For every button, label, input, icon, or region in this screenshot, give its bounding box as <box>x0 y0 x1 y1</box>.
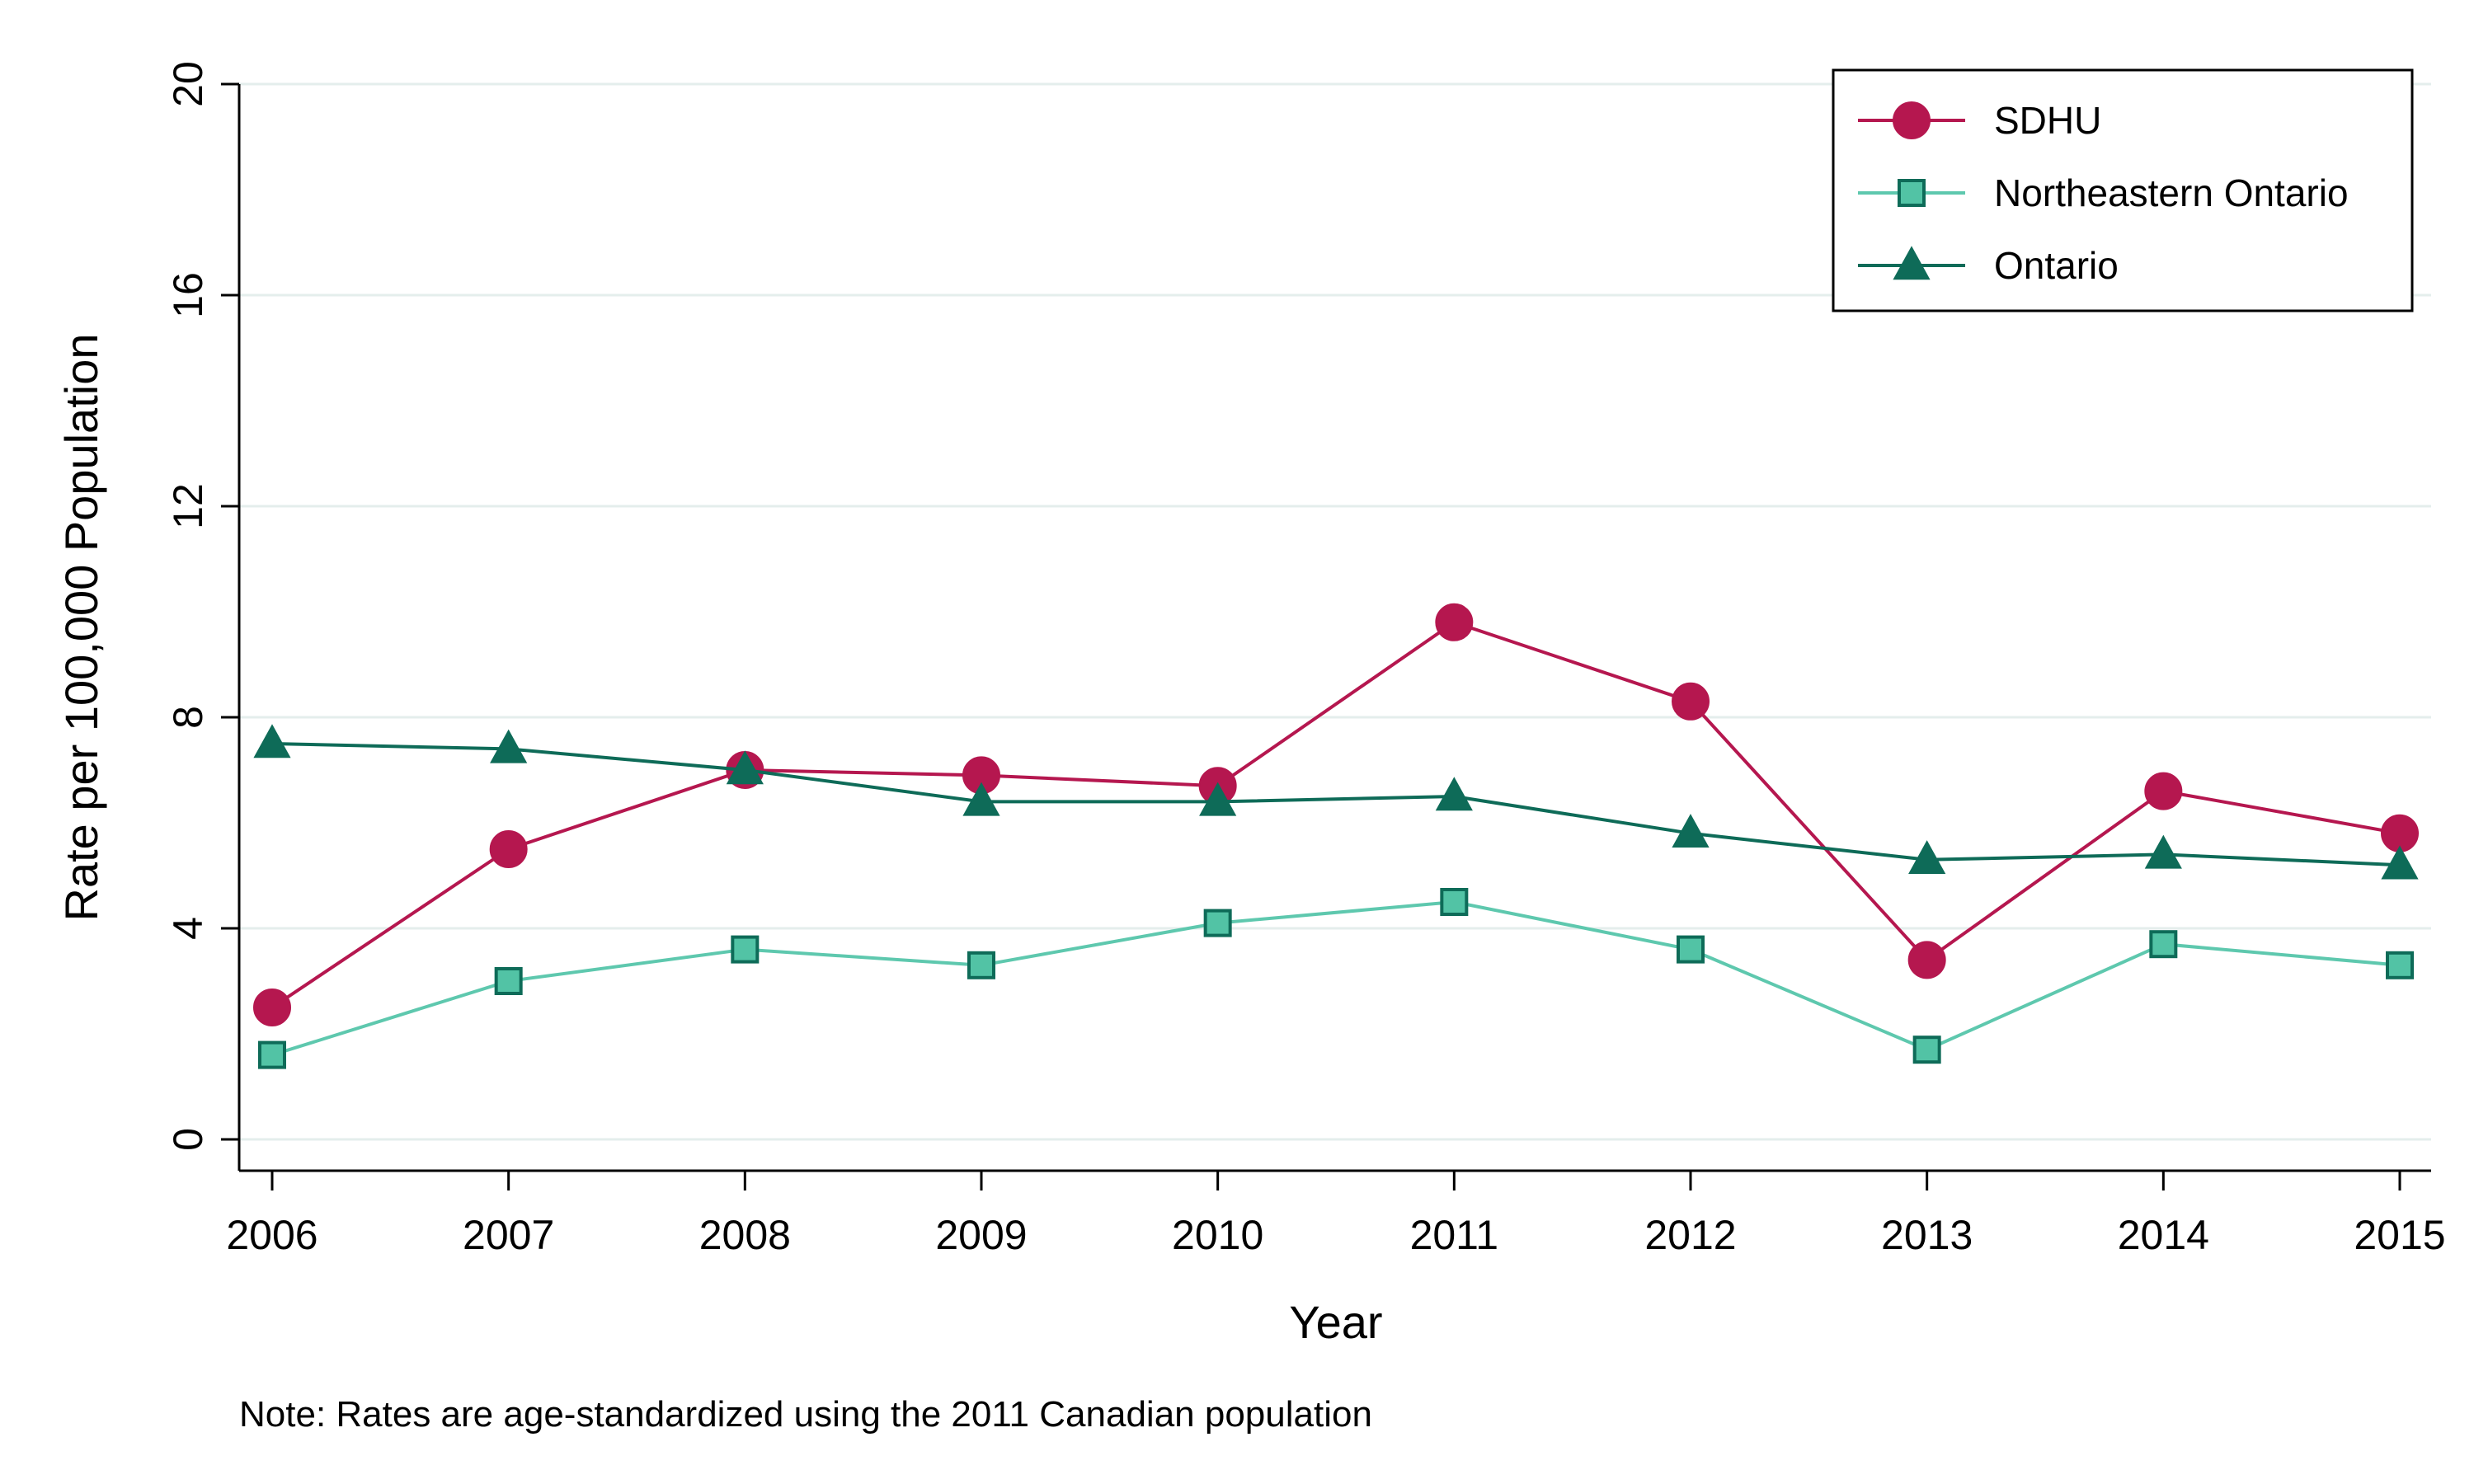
legend-label: SDHU <box>1994 99 2101 142</box>
series-circle <box>253 603 2419 1026</box>
data-point <box>253 724 291 758</box>
data-point <box>490 729 528 763</box>
legend-items: SDHU Northeastern Ontario Ontario <box>1858 99 2349 287</box>
data-point <box>1672 814 1710 848</box>
data-point <box>1440 888 1469 916</box>
legend-item: Northeastern Ontario <box>1858 171 2349 214</box>
x-tick-label: 2012 <box>1644 1212 1736 1258</box>
data-point <box>2149 930 2178 959</box>
x-axis-title: Year <box>1289 1296 1382 1348</box>
x-tick-label: 2011 <box>1410 1212 1499 1258</box>
series-triangle <box>253 724 2419 880</box>
data-point <box>258 1040 286 1069</box>
legend-label: Northeastern Ontario <box>1994 171 2349 214</box>
legend-item: SDHU <box>1858 99 2101 142</box>
gridlines <box>239 82 2431 1141</box>
y-tick-label: 20 <box>165 61 211 107</box>
series-line <box>271 899 2401 1057</box>
legend: SDHU Northeastern Ontario Ontario <box>1832 68 2414 312</box>
x-tick-label: 2015 <box>2354 1212 2445 1258</box>
legend-marker <box>1893 101 1931 139</box>
data-point <box>1908 840 1946 875</box>
y-axis-title: Rate per 100,000 Population <box>55 334 107 922</box>
data-point <box>1435 603 1474 641</box>
data-point <box>1907 941 1946 979</box>
data-point <box>1672 682 1710 721</box>
data-point <box>726 750 764 785</box>
x-axis-ticks: 2006 2007 2008 2009 2010 2011 2012 2013 2014 2015 <box>226 1171 2446 1258</box>
data-point <box>2144 834 2182 869</box>
data-point <box>253 989 291 1026</box>
x-tick-label: 2013 <box>1881 1212 1973 1258</box>
x-tick-label: 2008 <box>699 1212 791 1258</box>
y-tick-label: 12 <box>165 483 211 529</box>
data-point <box>1199 782 1237 816</box>
data-point <box>2144 772 2183 810</box>
legend-item: Ontario <box>1858 244 2119 287</box>
x-tick-label: 2010 <box>1172 1212 1263 1258</box>
data-point <box>1435 777 1473 811</box>
data-point <box>2381 845 2419 880</box>
axes <box>238 84 2431 1172</box>
x-tick-label: 2007 <box>463 1212 554 1258</box>
legend-marker <box>1893 246 1931 280</box>
data-point <box>1677 935 1705 964</box>
x-tick-label: 2009 <box>935 1212 1027 1258</box>
data-point <box>2386 951 2414 979</box>
y-tick-label: 0 <box>165 1128 211 1151</box>
series-line <box>271 742 2401 867</box>
series-line <box>270 620 2401 1009</box>
y-axis-ticks: 0 4 8 12 16 20 <box>165 61 239 1151</box>
x-tick-label: 2014 <box>2118 1212 2209 1258</box>
legend-label: Ontario <box>1994 244 2119 287</box>
data-point <box>489 830 528 868</box>
y-tick-label: 8 <box>165 706 211 729</box>
x-tick-label: 2006 <box>226 1212 317 1258</box>
legend-box <box>1832 68 2414 312</box>
data-point <box>1912 1036 1941 1064</box>
legend-marker <box>1898 179 1926 207</box>
series-lines <box>253 603 2419 1069</box>
y-tick-label: 4 <box>165 917 211 940</box>
y-tick-label: 16 <box>165 272 211 318</box>
data-point <box>494 967 523 995</box>
chart-note: Note: Rates are age-standardized using t… <box>239 1394 1372 1435</box>
data-point <box>1203 909 1232 937</box>
data-point <box>967 951 995 979</box>
data-point <box>962 782 1000 816</box>
series-square <box>258 888 2414 1069</box>
data-point <box>731 935 760 964</box>
